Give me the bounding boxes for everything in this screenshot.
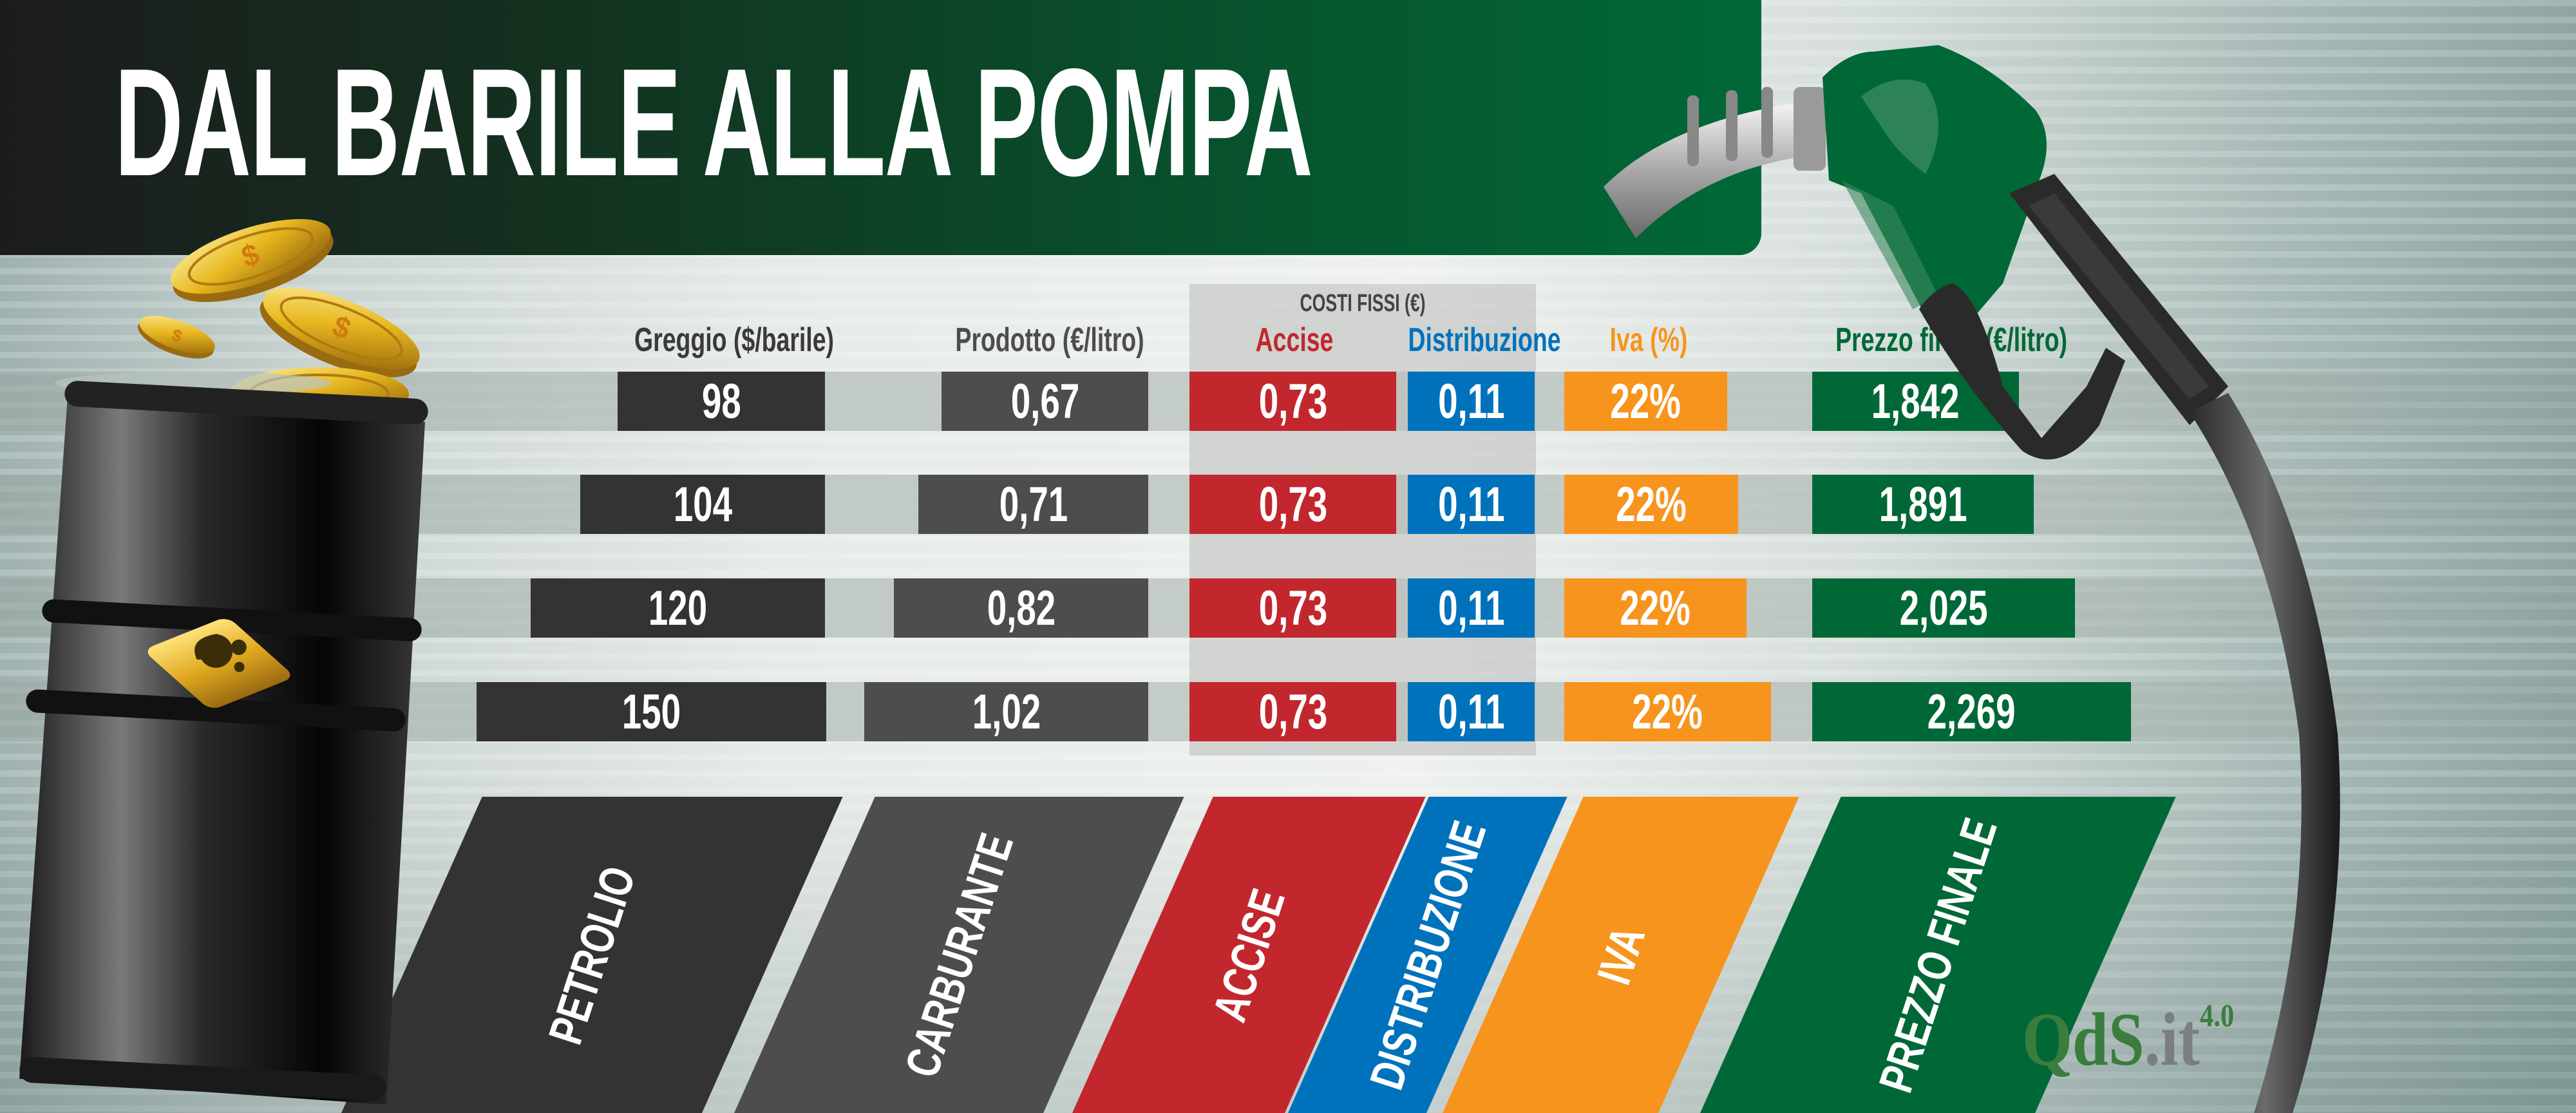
cell-iva: 22% bbox=[1564, 372, 1727, 431]
cell-greggio: 150 bbox=[477, 682, 826, 741]
cell-accise: 0,73 bbox=[1189, 578, 1396, 638]
column-header-iva: Iva (%) bbox=[1609, 321, 1688, 359]
cell-greggio: 98 bbox=[618, 372, 825, 431]
logo-version: 4.0 bbox=[2199, 997, 2235, 1033]
cell-prodotto: 0,71 bbox=[918, 475, 1148, 534]
column-header-greggio: Greggio ($/barile) bbox=[634, 321, 834, 359]
cell-accise: 0,73 bbox=[1189, 372, 1396, 431]
cell-prezzo: 2,269 bbox=[1812, 682, 2131, 741]
header-banner: DAL BARILE ALLA POMPA bbox=[0, 0, 1761, 255]
cell-accise: 0,73 bbox=[1189, 682, 1396, 741]
cell-distribuzione: 0,11 bbox=[1408, 682, 1535, 741]
cell-prodotto: 0,67 bbox=[942, 372, 1148, 431]
cell-iva: 22% bbox=[1564, 475, 1738, 534]
fuel-nozzle-icon bbox=[1604, 45, 2340, 1113]
cell-iva: 22% bbox=[1564, 682, 1771, 741]
cell-distribuzione: 0,11 bbox=[1408, 475, 1535, 534]
qds-logo: QdS.it4.0 bbox=[2022, 999, 2234, 1078]
column-header-accise: Accise bbox=[1255, 321, 1334, 359]
cell-greggio: 104 bbox=[580, 475, 825, 534]
costi-fissi-label: COSTI FISSI (€) bbox=[1300, 290, 1426, 317]
column-header-prodotto: Prodotto (€/litro) bbox=[955, 321, 1144, 359]
logo-tld: .it bbox=[2144, 997, 2200, 1081]
cell-prezzo: 2,025 bbox=[1812, 578, 2075, 638]
oil-barrel-icon bbox=[19, 372, 428, 1105]
page-title: DAL BARILE ALLA POMPA bbox=[115, 37, 1313, 208]
logo-main: QdS bbox=[2022, 997, 2145, 1081]
cell-prodotto: 1,02 bbox=[864, 682, 1148, 741]
cell-prezzo: 1,891 bbox=[1812, 475, 2034, 534]
cell-prodotto: 0,82 bbox=[894, 578, 1148, 638]
cell-distribuzione: 0,11 bbox=[1408, 578, 1535, 638]
cell-iva: 22% bbox=[1564, 578, 1747, 638]
cell-greggio: 120 bbox=[531, 578, 825, 638]
cell-distribuzione: 0,11 bbox=[1408, 372, 1535, 431]
cell-accise: 0,73 bbox=[1189, 475, 1396, 534]
column-header-distribuzione: Distribuzione bbox=[1408, 321, 1561, 359]
